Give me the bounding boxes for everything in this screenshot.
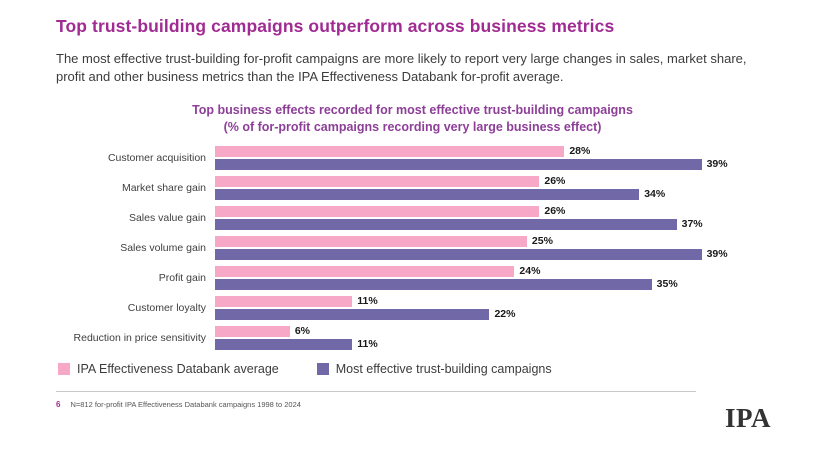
bar-databank-average — [215, 235, 527, 247]
value-label: 39% — [706, 248, 728, 261]
footer-divider — [56, 390, 696, 392]
footer: 6 N=812 for-profit IPA Effectiveness Dat… — [56, 400, 769, 409]
bar-group: 6% 11% — [215, 325, 739, 351]
bar-trust-campaigns — [215, 158, 702, 170]
chart-header: Top business effects recorded for most e… — [56, 102, 769, 136]
chart-row: Market share gain 26% 34% — [56, 175, 769, 201]
bar-group: 28% 39% — [215, 145, 739, 171]
bar-line: 11% — [215, 338, 739, 351]
page-title: Top trust-building campaigns outperform … — [56, 16, 615, 36]
legend-swatch-pink — [58, 362, 70, 375]
bar-group: 11% 22% — [215, 295, 739, 321]
bar-trust-campaigns — [215, 188, 640, 200]
bar-databank-average — [215, 175, 540, 187]
chart-row: Reduction in price sensitivity 6% 11% — [56, 325, 769, 351]
value-label: 34% — [644, 188, 666, 201]
legend-swatch-purple — [316, 362, 329, 375]
bar-databank-average — [215, 265, 515, 277]
value-label: 39% — [706, 158, 728, 171]
bar-trust-campaigns — [215, 338, 353, 350]
chart-title: Top business effects recorded for most e… — [192, 102, 633, 117]
footer-note: N=812 for-profit IPA Effectiveness Datab… — [70, 399, 301, 409]
bar-trust-campaigns — [215, 308, 490, 320]
value-label: 26% — [544, 205, 566, 218]
value-label: 11% — [357, 338, 378, 351]
category-label: Customer acquisition — [107, 151, 206, 164]
bar-line: 34% — [215, 188, 739, 201]
bar-databank-average — [215, 295, 353, 307]
legend-label: Most effective trust-building campaigns — [335, 361, 552, 376]
value-label: 35% — [656, 278, 678, 291]
category-label: Reduction in price sensitivity — [73, 331, 206, 344]
chart-legend: IPA Effectiveness Databank average Most … — [58, 362, 769, 376]
bar-group: 26% 37% — [215, 205, 739, 231]
chart-row: Sales value gain 26% 37% — [56, 205, 769, 231]
category-label: Sales value gain — [128, 211, 206, 224]
bar-line: 6% — [215, 325, 739, 338]
bar-trust-campaigns — [215, 278, 652, 290]
chart-row: Sales volume gain 25% 39% — [56, 235, 769, 261]
page-subtitle: The most effective trust-building for-pr… — [56, 51, 747, 85]
bar-trust-campaigns — [215, 248, 702, 260]
bar-line: 22% — [215, 308, 739, 321]
bar-line: 28% — [215, 145, 739, 158]
category-label: Customer loyalty — [127, 301, 206, 314]
chart-row: Profit gain 24% 35% — [56, 265, 769, 291]
legend-item-trust-campaigns: Most effective trust-building campaigns — [316, 361, 552, 376]
value-label: 28% — [569, 145, 591, 158]
chart-subtitle: (% of for-profit campaigns recording ver… — [223, 119, 602, 134]
bar-group: 26% 34% — [215, 175, 739, 201]
bar-databank-average — [215, 145, 565, 157]
value-label: 22% — [494, 308, 516, 321]
category-label: Market share gain — [121, 181, 206, 194]
bar-trust-campaigns — [215, 218, 677, 230]
bar-group: 24% 35% — [215, 265, 739, 291]
value-label: 26% — [544, 175, 566, 188]
chart-row: Customer loyalty 11% 22% — [56, 295, 769, 321]
value-label: 11% — [357, 295, 378, 308]
legend-item-databank-average: IPA Effectiveness Databank average — [58, 362, 279, 376]
bar-line: 11% — [215, 295, 739, 308]
page-number: 6 — [56, 399, 61, 409]
bar-line: 39% — [215, 158, 739, 171]
ipa-logo: IPA — [725, 403, 771, 433]
bar-line: 24% — [215, 265, 739, 278]
bar-line: 35% — [215, 278, 739, 291]
bar-line: 26% — [215, 205, 739, 218]
chart-row: Customer acquisition 28% 39% — [56, 145, 769, 171]
value-label: 6% — [294, 325, 311, 338]
bar-databank-average — [215, 325, 290, 337]
bar-line: 25% — [215, 235, 739, 248]
bar-databank-average — [215, 205, 540, 217]
category-label: Profit gain — [158, 271, 206, 284]
bar-line: 26% — [215, 175, 739, 188]
value-label: 37% — [681, 218, 703, 231]
value-label: 25% — [531, 235, 553, 248]
bar-chart: Customer acquisition 28% 39% Market share g… — [56, 145, 769, 351]
value-label: 24% — [519, 265, 541, 278]
bar-group: 25% 39% — [215, 235, 739, 261]
bar-line: 37% — [215, 218, 739, 231]
category-label: Sales volume gain — [120, 241, 206, 254]
bar-line: 39% — [215, 248, 739, 261]
legend-label: IPA Effectiveness Databank average — [77, 361, 279, 376]
